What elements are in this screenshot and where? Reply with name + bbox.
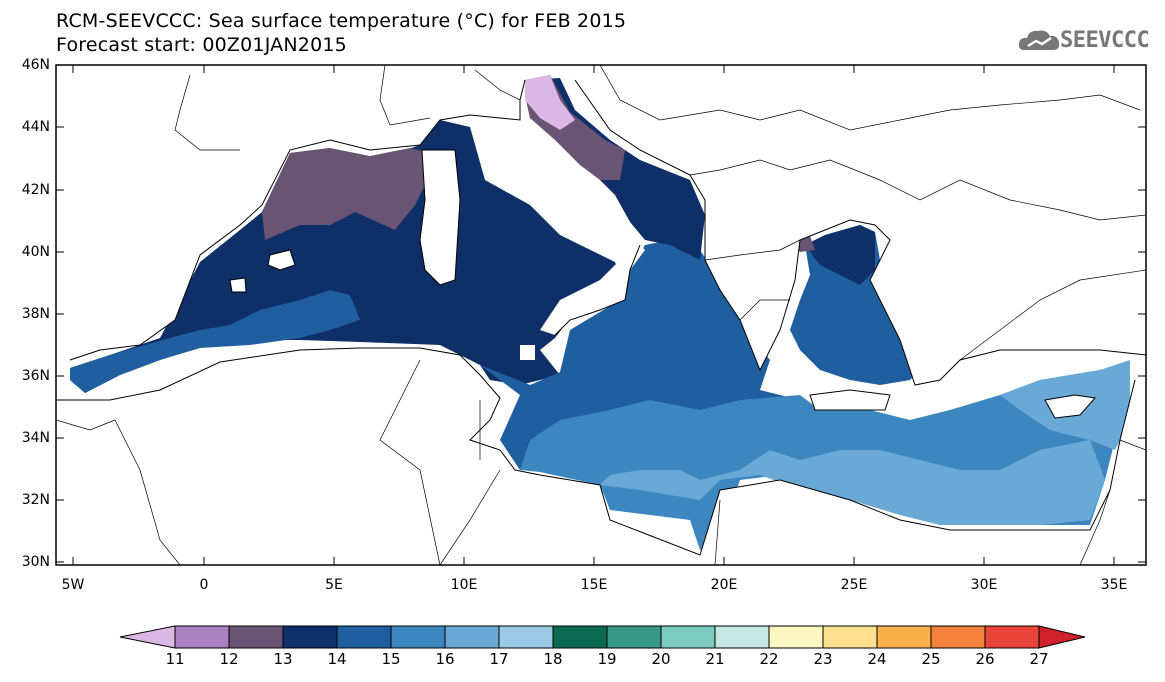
lat-label-30n: 30N — [21, 554, 50, 570]
colorbar-label: 24 — [867, 650, 887, 668]
lon-label-5e: 5E — [325, 577, 343, 593]
sst-field — [70, 75, 1130, 550]
colorbar-box — [660, 625, 716, 649]
colorbar-box — [282, 625, 338, 649]
lon-label-35e: 35E — [1100, 577, 1128, 593]
colorbar-box — [876, 625, 932, 649]
chart-title: RCM-SEEVCCC: Sea surface temperature (°C… — [56, 10, 627, 32]
colorbar-box — [444, 625, 500, 649]
colorbar — [119, 625, 1086, 649]
colorbar-box — [228, 625, 284, 649]
colorbar-label: 13 — [273, 650, 293, 668]
lon-label-0: 0 — [199, 577, 209, 593]
colorbar-label: 25 — [921, 650, 941, 668]
lon-label-25e: 25E — [840, 577, 868, 593]
colorbar-label: 27 — [1029, 650, 1049, 668]
colorbar-label: 26 — [975, 650, 995, 668]
colorbar-label: 23 — [813, 650, 833, 668]
colorbar-box — [822, 625, 878, 649]
colorbar-label: 16 — [435, 650, 455, 668]
map-frame — [55, 64, 1147, 566]
country-borders — [56, 65, 1146, 565]
colorbar-label: 22 — [759, 650, 779, 668]
colorbar-box — [174, 625, 230, 649]
colorbar-box — [552, 625, 608, 649]
coastlines — [56, 79, 1146, 556]
colorbar-label: 17 — [489, 650, 509, 668]
colorbar-label: 14 — [327, 650, 347, 668]
colorbar-label: 11 — [165, 650, 185, 668]
colorbar-box — [498, 625, 554, 649]
logo-text: SEEVCCC — [1060, 28, 1150, 53]
lat-label-42n: 42N — [21, 182, 50, 198]
colorbar-label: 15 — [381, 650, 401, 668]
colorbar-box — [930, 625, 986, 649]
tick-marks — [56, 64, 1146, 565]
forecast-subtitle: Forecast start: 00Z01JAN2015 — [56, 34, 347, 56]
lat-label-38n: 38N — [21, 306, 50, 322]
colorbar-box — [390, 625, 446, 649]
lat-label-40n: 40N — [21, 244, 50, 260]
lon-label-20e: 20E — [710, 577, 738, 593]
colorbar-box — [714, 625, 770, 649]
colorbar-max-arrow — [1038, 625, 1086, 649]
colorbar-min-arrow — [119, 625, 176, 649]
land — [56, 65, 1146, 565]
colorbar-box — [984, 625, 1040, 649]
colorbar-label: 20 — [651, 650, 671, 668]
colorbar-box — [606, 625, 662, 649]
lon-label-5w: 5W — [61, 577, 85, 593]
lat-label-36n: 36N — [21, 368, 50, 384]
colorbar-label: 21 — [705, 650, 725, 668]
lon-label-15e: 15E — [580, 577, 608, 593]
colorbar-label: 19 — [597, 650, 617, 668]
lat-label-44n: 44N — [21, 119, 50, 135]
lat-label-34n: 34N — [21, 430, 50, 446]
colorbar-box — [768, 625, 824, 649]
lat-label-46n: 46N — [21, 57, 50, 73]
cloud-logo-icon — [1018, 30, 1060, 50]
lon-label-30e: 30E — [970, 577, 998, 593]
colorbar-label: 18 — [543, 650, 563, 668]
colorbar-label: 12 — [219, 650, 239, 668]
colorbar-box — [336, 625, 392, 649]
lon-label-10e: 10E — [450, 577, 478, 593]
lat-label-32n: 32N — [21, 492, 50, 508]
